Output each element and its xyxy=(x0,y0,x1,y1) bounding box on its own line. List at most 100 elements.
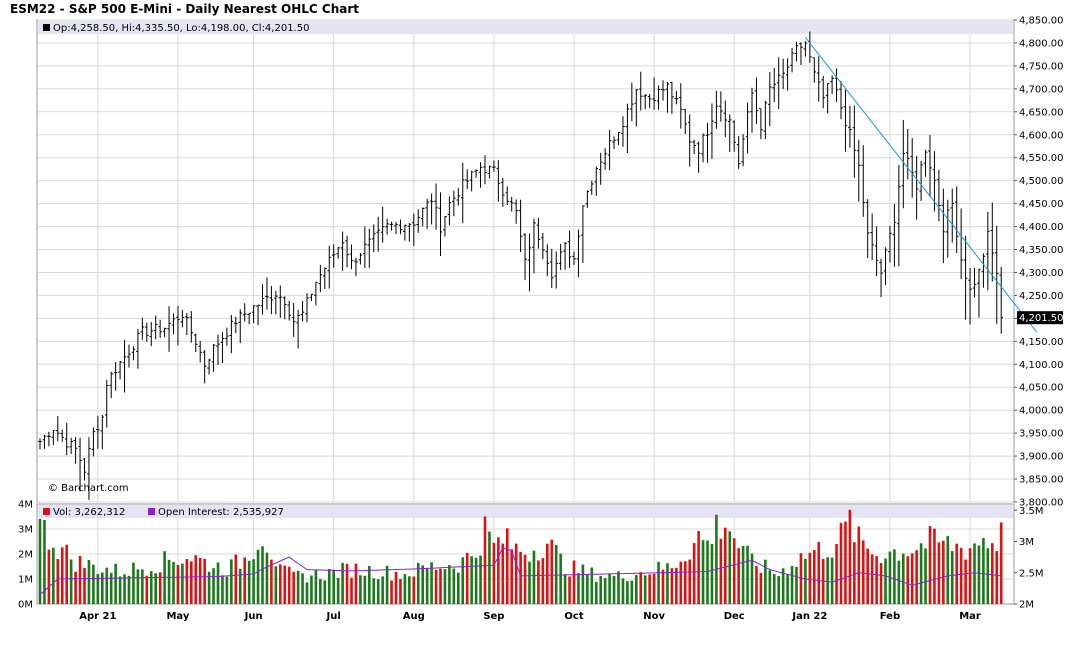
ohlc-bar xyxy=(696,141,701,173)
price-tick-label: 4,100.00 xyxy=(1019,360,1064,371)
volume-bar xyxy=(345,563,349,604)
volume-bar xyxy=(145,575,149,604)
ohlc-bar xyxy=(278,285,283,318)
volume-bar xyxy=(457,572,460,604)
price-tick-label: 3,800.00 xyxy=(1019,498,1064,509)
volume-bar xyxy=(795,566,798,604)
chart-title: ESM22 - S&P 500 E-Mini - Daily Nearest O… xyxy=(10,2,359,16)
ohlc-bar xyxy=(616,131,621,146)
ohlc-bar xyxy=(478,162,483,188)
ohlc-bar xyxy=(443,216,447,237)
ohlc-bar xyxy=(389,221,394,231)
ohlc-bar xyxy=(986,211,990,291)
volume-bar xyxy=(781,568,785,604)
ohlc-bar xyxy=(193,333,198,353)
ohlc-bar xyxy=(781,58,785,90)
ohlc-bar xyxy=(665,81,670,113)
ohlc-bar xyxy=(656,85,661,110)
ohlc-bar xyxy=(679,83,683,129)
ohlc-bar xyxy=(692,139,696,155)
volume-bar xyxy=(47,549,51,604)
ohlc-bar xyxy=(229,314,234,354)
ohlc-bar xyxy=(211,343,216,372)
price-tick-label: 4,350.00 xyxy=(1019,245,1064,256)
ohlc-bar xyxy=(300,300,305,322)
volume-bar xyxy=(697,530,700,604)
volume-bar xyxy=(243,557,246,604)
volume-bar xyxy=(265,552,269,604)
ohlc-bar xyxy=(309,293,314,302)
ohlc-bar xyxy=(816,56,821,102)
volume-bar xyxy=(746,545,749,604)
volume-bar xyxy=(69,559,73,604)
ohlc-bar xyxy=(167,306,171,352)
ohlc-bar xyxy=(585,190,590,208)
volume-bar xyxy=(394,571,398,604)
oi-legend-text: Open Interest: 2,535,927 xyxy=(158,507,284,518)
volume-bar xyxy=(279,564,282,604)
ohlc-bar xyxy=(305,293,309,323)
ohlc-bar xyxy=(282,296,287,320)
ohlc-bar xyxy=(349,244,354,270)
volume-bar xyxy=(252,559,255,604)
oi-tick-label: 2.5M xyxy=(1019,568,1044,579)
volume-bar xyxy=(813,550,816,604)
volume-bar xyxy=(292,571,295,604)
ohlc-bar xyxy=(220,331,225,364)
price-tick-label: 4,050.00 xyxy=(1019,383,1064,394)
ohlc-bar xyxy=(741,134,745,167)
volume-bar xyxy=(154,573,157,604)
volume-bar xyxy=(399,578,402,604)
ohlc-bar xyxy=(207,358,211,375)
ohlc-bar xyxy=(296,309,300,349)
ohlc-bar xyxy=(153,315,158,340)
price-tick-label: 4,150.00 xyxy=(1019,337,1064,348)
ohlc-bar xyxy=(487,165,492,179)
ohlc-bar xyxy=(162,327,167,338)
volume-bar xyxy=(870,554,874,604)
ohlc-bar xyxy=(888,225,892,263)
ohlc-bar xyxy=(269,285,274,315)
price-tick-label: 4,450.00 xyxy=(1019,199,1064,210)
ohlc-bar xyxy=(425,198,429,230)
ohlc-bar xyxy=(407,223,412,242)
volume-bar xyxy=(256,549,260,604)
price-tick-label: 4,600.00 xyxy=(1019,130,1064,141)
ohlc-bar xyxy=(176,306,180,346)
volume-bar xyxy=(225,576,229,604)
volume-bar xyxy=(866,548,869,604)
x-tick-label: Apr 21 xyxy=(79,611,116,622)
volume-bar xyxy=(136,569,140,604)
volume-bar xyxy=(875,556,878,604)
volume-bar xyxy=(403,574,407,604)
ohlc-bar xyxy=(821,75,825,109)
volume-bar xyxy=(982,538,985,604)
volume-bar xyxy=(167,559,171,604)
ohlc-bar xyxy=(385,218,389,235)
ohlc-bar xyxy=(247,312,251,325)
volume-bar xyxy=(497,537,500,604)
volume-bar xyxy=(501,543,505,604)
ohlc-bar xyxy=(474,169,478,178)
ohlc-bar xyxy=(759,108,763,140)
volume-bar xyxy=(305,582,309,604)
volume-bar xyxy=(950,551,954,604)
volume-bar xyxy=(586,574,589,604)
volume-bar xyxy=(590,567,594,604)
ohlc-bar xyxy=(398,219,403,235)
volume-bar xyxy=(439,568,442,604)
ohlc-bar xyxy=(621,116,625,147)
volume-bar xyxy=(946,535,950,604)
volume-bar xyxy=(999,522,1003,604)
volume-bar xyxy=(799,553,803,604)
ohlc-bar xyxy=(634,88,639,127)
ohlc-bar xyxy=(701,133,705,163)
x-tick-label: Dec xyxy=(724,611,745,622)
ohlc-bar xyxy=(652,77,656,110)
oi-legend-swatch xyxy=(148,508,155,515)
ohlc-bar xyxy=(438,192,443,256)
volume-bar xyxy=(38,518,42,604)
volume-bar xyxy=(247,560,251,604)
volume-bar xyxy=(207,571,211,604)
ohlc-bar xyxy=(185,312,189,336)
